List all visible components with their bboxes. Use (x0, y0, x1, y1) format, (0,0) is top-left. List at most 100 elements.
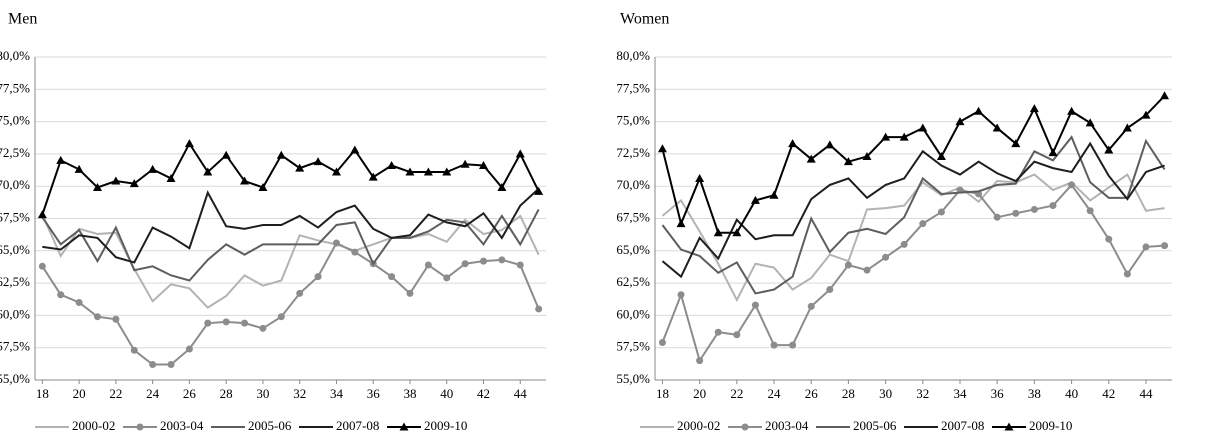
data-point (677, 291, 685, 299)
data-point (1086, 207, 1094, 215)
y-tick-label: 57,5% (0, 339, 30, 354)
x-tick-label: 18 (656, 386, 669, 401)
chart-title: Women (620, 11, 669, 28)
data-point (695, 173, 705, 182)
y-tick-label: 55,0% (616, 371, 650, 386)
data-point (919, 220, 927, 228)
data-point (1085, 118, 1095, 127)
data-point (332, 239, 340, 247)
data-point (461, 260, 469, 268)
data-point (204, 319, 212, 327)
data-point (313, 157, 323, 166)
data-point (388, 273, 396, 281)
x-tick-label: 22 (730, 386, 743, 401)
x-tick-label: 20 (73, 386, 86, 401)
y-tick-label: 80,0% (616, 48, 650, 63)
data-point (276, 150, 286, 159)
legend-label: 2000-02 (677, 418, 720, 433)
y-tick-label: 70,0% (0, 177, 30, 192)
data-point (1123, 270, 1131, 278)
x-tick-label: 34 (330, 386, 344, 401)
data-point (534, 186, 544, 195)
legend-label: 2007-08 (336, 418, 379, 433)
data-line (42, 188, 540, 264)
x-tick-label: 30 (256, 386, 269, 401)
data-point (769, 190, 779, 199)
data-point (350, 145, 360, 154)
data-point (1029, 104, 1039, 113)
data-point (535, 305, 543, 313)
data-point (516, 261, 524, 269)
data-point (258, 182, 268, 191)
data-point (203, 167, 213, 176)
data-point (1048, 148, 1058, 157)
data-point (112, 315, 120, 323)
data-point (918, 123, 928, 132)
data-line (661, 183, 1165, 364)
x-tick-label: 20 (693, 386, 706, 401)
x-tick-label: 36 (991, 386, 1005, 401)
data-point (825, 140, 835, 149)
data-point (166, 173, 176, 182)
data-point (1011, 139, 1021, 148)
data-point (1067, 106, 1077, 115)
data-point (75, 298, 83, 306)
x-tick-label: 40 (440, 386, 453, 401)
data-point (37, 210, 47, 219)
data-point (1104, 145, 1114, 154)
data-point (714, 328, 722, 336)
data-point (424, 261, 432, 269)
data-point (1142, 243, 1150, 251)
data-point (38, 262, 46, 270)
data-point (789, 341, 797, 349)
x-tick-label: 42 (477, 386, 490, 401)
data-point (56, 155, 66, 164)
x-tick-label: 28 (220, 386, 233, 401)
x-tick-label: 24 (146, 386, 160, 401)
y-tick-label: 80,0% (0, 48, 30, 63)
data-point (167, 360, 175, 368)
x-tick-label: 30 (879, 386, 892, 401)
y-tick-label: 62,5% (616, 274, 650, 289)
legend-label: 2003-04 (160, 418, 204, 433)
data-point (1161, 242, 1169, 250)
data-point (241, 319, 249, 327)
data-line (41, 141, 540, 215)
data-point (498, 256, 506, 264)
data-line (661, 95, 1166, 234)
data-point (1012, 209, 1020, 217)
y-tick-label: 65,0% (0, 242, 30, 257)
data-point (751, 301, 759, 309)
x-tick-label: 42 (1102, 386, 1115, 401)
data-point (515, 149, 525, 158)
x-tick-label: 34 (953, 386, 967, 401)
data-point (899, 132, 909, 141)
data-point (1004, 422, 1014, 431)
y-tick-label: 75,0% (616, 113, 650, 128)
x-tick-label: 32 (293, 386, 306, 401)
data-point (136, 423, 144, 431)
data-point (900, 240, 908, 248)
data-point (936, 151, 946, 160)
data-point (480, 257, 488, 265)
data-point (423, 167, 433, 176)
x-tick-label: 44 (514, 386, 528, 401)
data-point (1105, 235, 1113, 243)
data-point (676, 219, 686, 228)
data-point (1049, 202, 1057, 210)
data-line (661, 135, 1166, 295)
data-point (657, 144, 667, 153)
data-point (732, 228, 742, 237)
x-tick-label: 40 (1065, 386, 1078, 401)
x-tick-label: 44 (1139, 386, 1153, 401)
data-point (882, 253, 890, 261)
data-point (331, 167, 341, 176)
data-point (92, 182, 102, 191)
y-tick-label: 55,0% (0, 371, 30, 386)
data-point (696, 357, 704, 365)
legend-label: 2009-10 (1029, 418, 1072, 433)
y-tick-label: 65,0% (616, 242, 650, 257)
data-point (368, 172, 378, 181)
data-point (222, 318, 230, 326)
data-point (148, 164, 158, 173)
